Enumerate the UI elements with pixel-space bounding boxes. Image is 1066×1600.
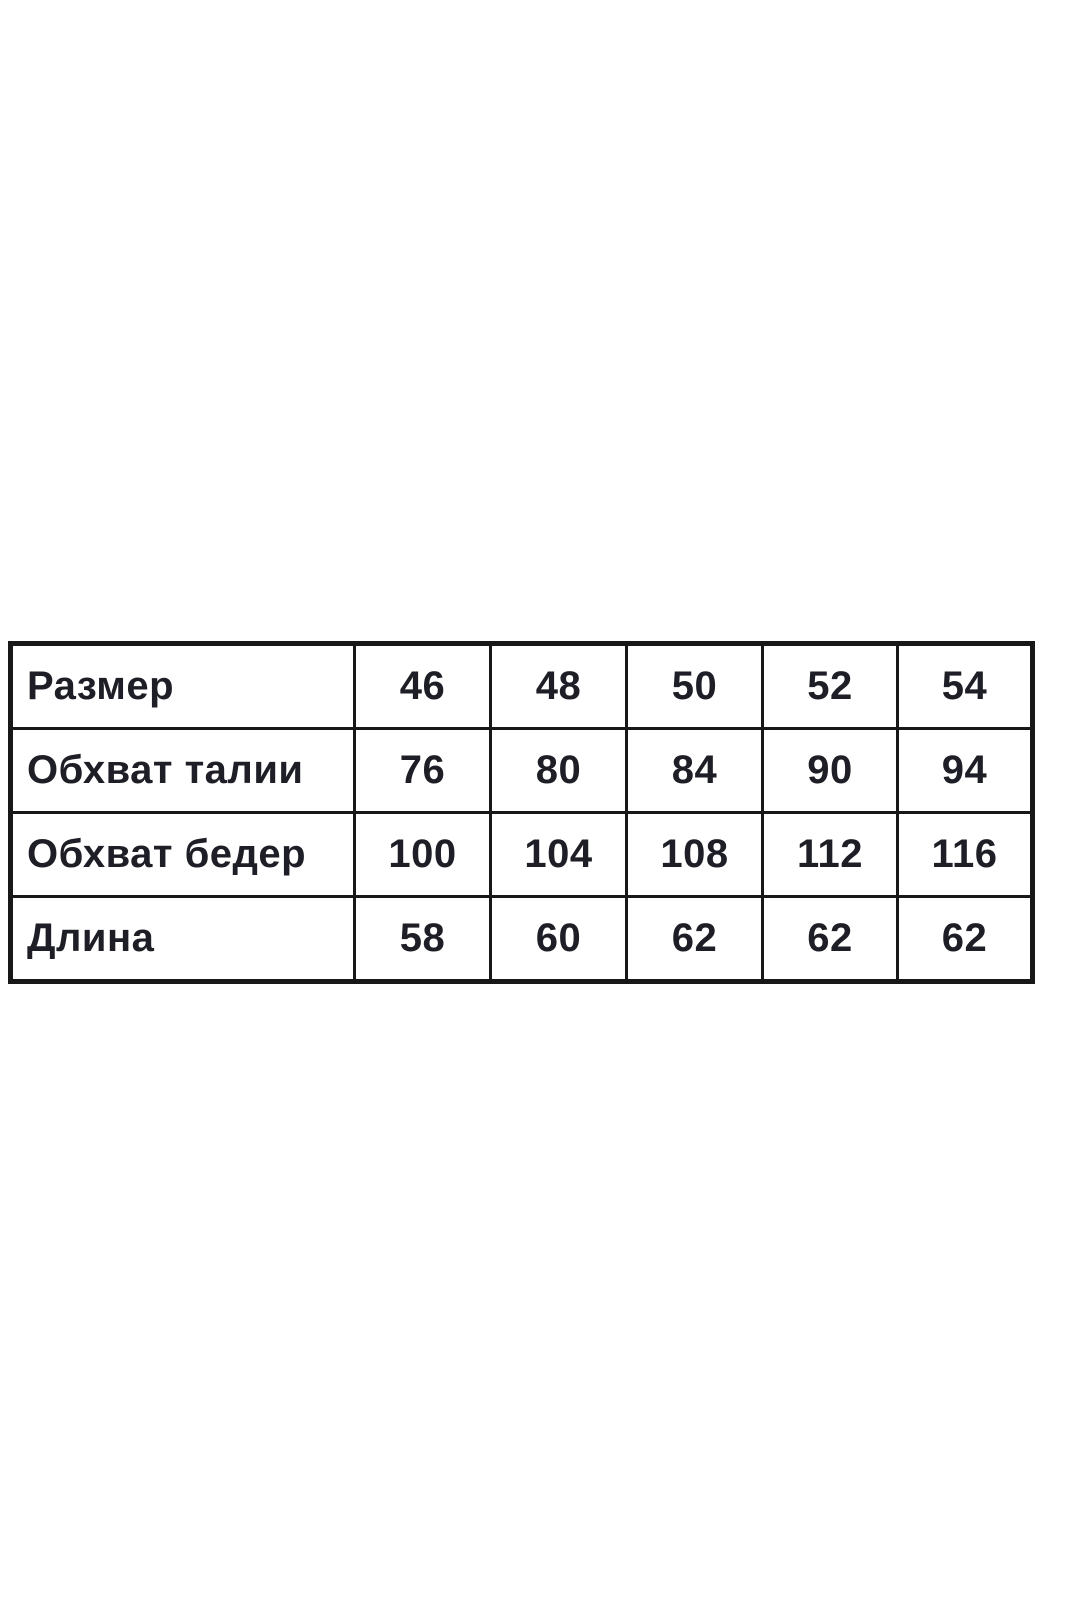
value-cell: 94 (896, 727, 1034, 814)
value-cell: 62 (625, 895, 764, 983)
row-label-cell: Обхват талии (9, 727, 356, 814)
value-cell: 84 (625, 727, 764, 814)
row-label-cell: Обхват бедер (9, 811, 356, 898)
value-cell: 52 (761, 642, 899, 730)
value-cell: 108 (625, 811, 764, 898)
value-cell: 116 (896, 811, 1034, 898)
value-cell: 104 (489, 811, 628, 898)
value-cell: 50 (625, 642, 764, 730)
table-row: Длина 58 60 62 62 62 (9, 895, 1034, 983)
value-cell: 60 (489, 895, 628, 983)
table-row: Размер 46 48 50 52 54 (9, 642, 1034, 730)
value-cell: 90 (761, 727, 899, 814)
value-cell: 46 (353, 642, 492, 730)
value-cell: 62 (896, 895, 1034, 983)
value-cell: 100 (353, 811, 492, 898)
value-cell: 80 (489, 727, 628, 814)
value-cell: 112 (761, 811, 899, 898)
value-cell: 48 (489, 642, 628, 730)
row-label-cell: Длина (9, 895, 356, 983)
value-cell: 76 (353, 727, 492, 814)
size-chart: Размер 46 48 50 52 54 Обхват талии 76 80… (8, 641, 1035, 984)
value-cell: 54 (896, 642, 1034, 730)
value-cell: 62 (761, 895, 899, 983)
row-label-cell: Размер (9, 642, 356, 730)
size-table: Размер 46 48 50 52 54 Обхват талии 76 80… (8, 641, 1035, 984)
value-cell: 58 (353, 895, 492, 983)
table-row: Обхват бедер 100 104 108 112 116 (9, 811, 1034, 898)
table-row: Обхват талии 76 80 84 90 94 (9, 727, 1034, 814)
